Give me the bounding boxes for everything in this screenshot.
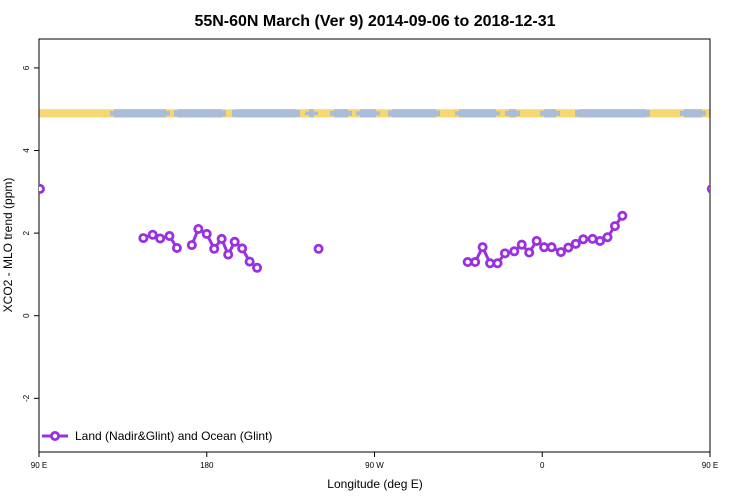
data-point — [499, 248, 510, 259]
y-tick-label: -2 — [22, 394, 31, 402]
data-point — [578, 234, 589, 245]
legend: Land (Nadir&Glint) and Ocean (Glint) — [42, 429, 272, 443]
x-axis-label: Longitude (deg E) — [327, 477, 422, 491]
x-tick-label: 180 — [200, 461, 214, 470]
map-ocean-region — [334, 109, 348, 118]
x-tick-label: 90 E — [702, 461, 718, 470]
y-tick-label: 2 — [22, 230, 31, 235]
map-ocean-region — [114, 109, 166, 118]
data-point — [509, 246, 520, 257]
data-point — [595, 235, 606, 246]
y-axis: -2 0 2 4 6 — [22, 65, 39, 402]
map-ocean-region — [544, 109, 556, 118]
data-point — [201, 228, 212, 239]
data-point — [546, 242, 557, 253]
x-tick-label: 90 W — [365, 461, 384, 470]
map-ocean-region — [392, 109, 436, 118]
plot-frame — [38, 38, 711, 453]
data-point — [531, 235, 542, 246]
data-point — [516, 239, 527, 250]
data-point — [193, 223, 204, 234]
data-point — [706, 184, 710, 194]
legend-marker — [50, 430, 61, 441]
y-axis-label: XCO2 - MLO trend (ppm) — [1, 178, 15, 313]
data-point — [186, 240, 197, 251]
data-point — [244, 256, 255, 267]
map-ocean-region — [309, 109, 314, 118]
data-point — [555, 247, 566, 258]
map-ocean-region — [360, 109, 376, 118]
data-point — [602, 232, 613, 243]
data-point — [209, 243, 220, 254]
data-point — [252, 262, 263, 273]
data-point — [470, 257, 481, 268]
data-point — [138, 233, 149, 244]
data-point — [617, 210, 628, 221]
x-axis: 90 E 180 90 W 0 90 E — [31, 452, 718, 470]
world-map-strip — [39, 109, 710, 118]
y-tick-label: 4 — [22, 148, 31, 153]
chart-title: 55N-60N March (Ver 9) 2014-09-06 to 2018… — [194, 13, 555, 30]
data-point — [216, 233, 227, 244]
data-point — [237, 243, 248, 254]
data-point — [313, 243, 324, 254]
data-point — [171, 242, 182, 253]
map-ocean-region — [509, 109, 516, 118]
data-point — [164, 231, 175, 242]
series-layer — [39, 183, 710, 273]
data-point — [155, 233, 166, 244]
y-tick-label: 6 — [22, 65, 31, 70]
map-ocean-region — [684, 109, 702, 118]
x-tick-label: 90 E — [31, 461, 47, 470]
data-point — [39, 183, 45, 194]
data-point — [570, 238, 581, 249]
map-ocean-region — [579, 109, 646, 118]
data-point — [229, 236, 240, 247]
data-point — [524, 247, 535, 258]
data-point — [492, 258, 503, 269]
map-ocean-region — [178, 109, 222, 118]
map-ocean-region — [459, 109, 496, 118]
data-point — [477, 242, 488, 253]
data-point — [223, 249, 234, 260]
data-point — [563, 242, 574, 253]
data-point — [147, 229, 158, 240]
legend-label: Land (Nadir&Glint) and Ocean (Glint) — [75, 429, 272, 443]
y-tick-label: 0 — [22, 313, 31, 318]
map-ocean-region — [236, 109, 296, 118]
data-point — [609, 221, 620, 232]
x-tick-label: 0 — [540, 461, 545, 470]
